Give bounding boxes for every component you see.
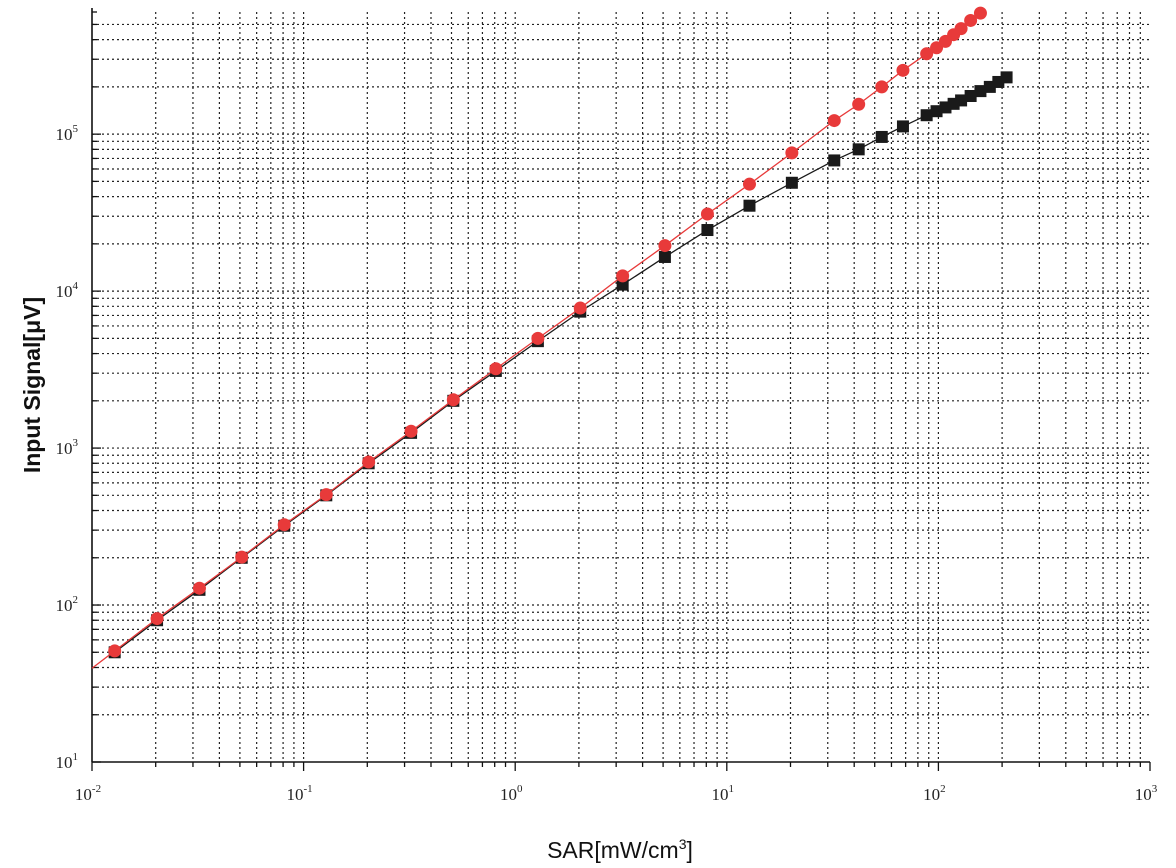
circle-marker [785,146,799,160]
x-tick-label: 101 [712,783,735,804]
circle-marker [896,63,910,77]
circle-marker [489,362,503,376]
y-tick-label: 103 [56,437,79,458]
square-marker [896,120,909,133]
square-marker [955,94,968,107]
square-marker [875,130,888,143]
x-tick-label: 10-1 [287,783,313,804]
data-series [91,6,1013,669]
grid [92,12,1150,762]
circle-marker [446,393,460,407]
series-circle [91,6,987,669]
square-marker [920,109,933,122]
circle-marker [964,13,978,27]
y-axis-label: Input Signal[μV] [19,297,45,473]
square-marker [828,154,841,167]
tick-labels: 10-2 10-1 100 101 102 103 101 102 103 104 105 [56,123,1158,804]
circle-marker [827,114,841,128]
circle-marker [235,550,249,564]
y-tick-label: 102 [56,594,79,615]
circle-marker [954,22,968,36]
circle-marker [875,80,889,94]
circle-marker [150,612,164,626]
square-marker [658,250,671,263]
y-tick-label: 104 [56,280,79,301]
circle-marker [573,301,587,315]
circle-marker [616,269,630,283]
circle-marker [404,424,418,438]
square-marker [743,199,756,212]
square-marker [964,89,977,102]
circle-marker [192,581,206,595]
circle-marker [658,239,672,253]
square-marker [1000,71,1013,84]
x-tick-label: 100 [500,783,523,804]
y-tick-label: 101 [56,751,79,772]
circle-marker [319,488,333,502]
square-marker [701,224,714,237]
y-tick-label: 105 [56,123,79,144]
circle-marker [277,518,291,532]
circle-marker [742,177,756,191]
circle-marker [108,644,122,658]
circle-marker [973,6,987,20]
axes [91,8,1151,771]
circle-marker [852,97,866,111]
x-tick-label: 103 [1135,783,1158,804]
circle-marker [920,47,934,61]
series-square [108,71,1013,659]
x-tick-label: 102 [923,783,946,804]
circle-marker [700,207,714,221]
circle-marker [362,455,376,469]
circle-marker [531,331,545,345]
square-marker [852,143,865,156]
x-axis-label: SAR[mW/cm3] [547,836,693,863]
square-marker [785,176,798,189]
square-marker [974,85,987,98]
series-line [114,76,1007,653]
x-tick-label: 10-2 [75,783,101,804]
